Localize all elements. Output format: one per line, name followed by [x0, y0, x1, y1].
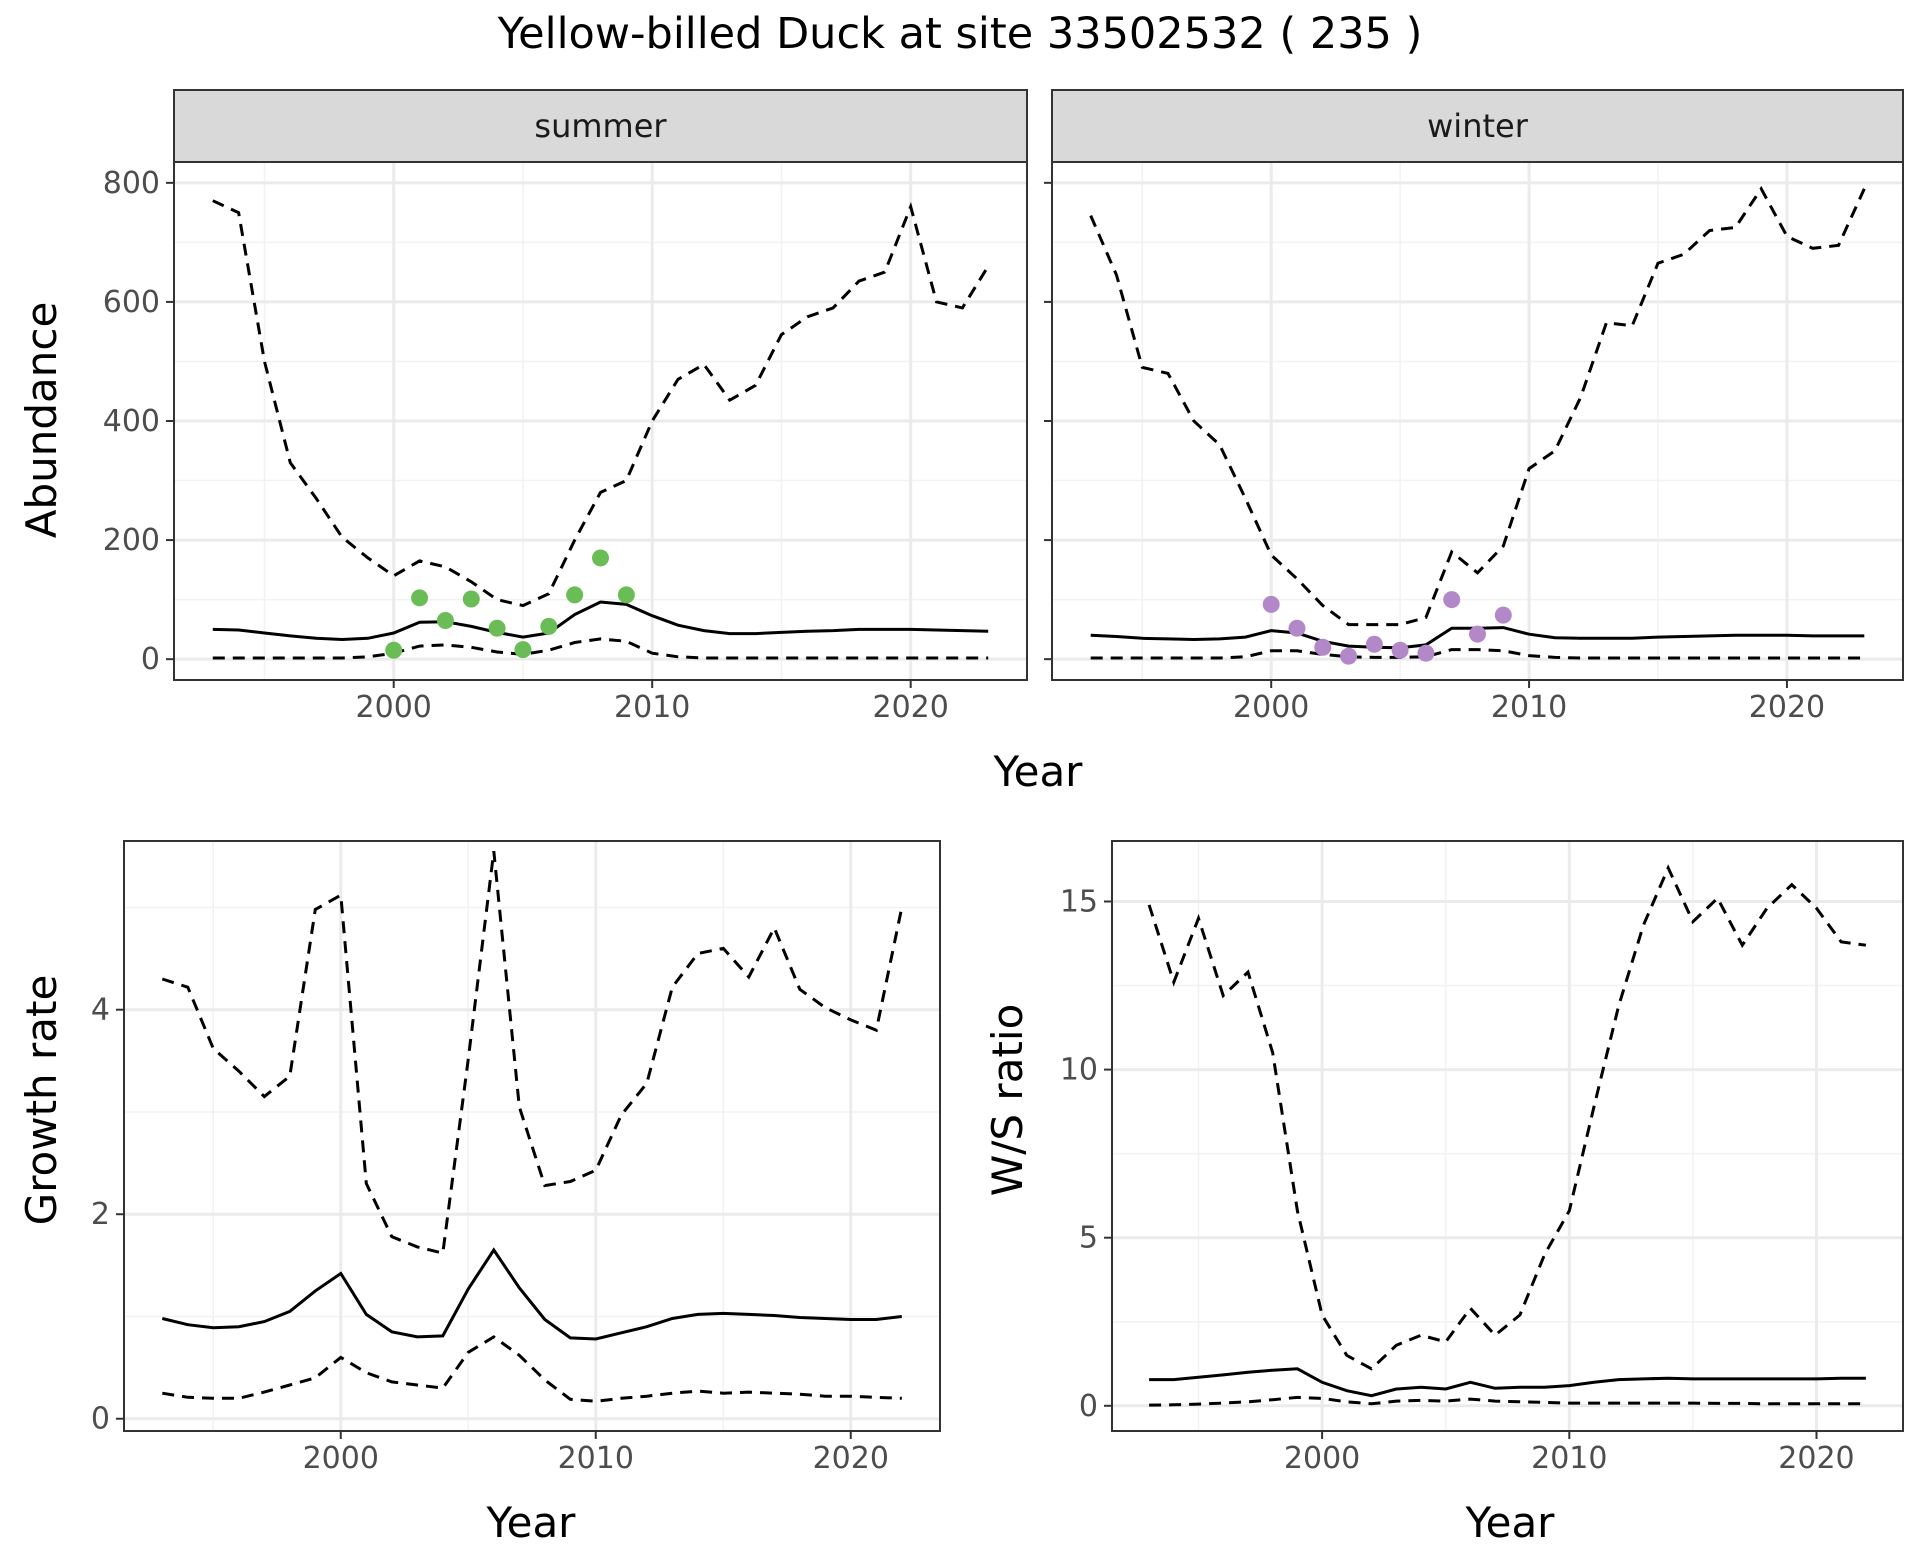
winter-data-point	[1469, 625, 1486, 643]
abundance-y-axis-title: Abundance	[17, 302, 66, 539]
summer-data-point	[385, 641, 403, 659]
ws-ratio-upper-line	[1147, 864, 1867, 1371]
winter-data-point	[1262, 595, 1280, 613]
summer-lower-line	[212, 637, 989, 660]
growth-rate-x-tick-label: 2010	[558, 1441, 634, 1476]
summer-data-point	[411, 589, 429, 607]
summer-facet-label: summer	[534, 107, 667, 145]
growth-rate-x-tick-label: 2020	[813, 1441, 889, 1476]
winter-data-point	[1391, 641, 1409, 659]
summer-y-tick-label: 800	[103, 166, 160, 201]
growth-rate-upper-line	[161, 851, 904, 1255]
ws-ratio-x-axis-title: Year	[1465, 1498, 1556, 1547]
winter-data-point	[1288, 619, 1306, 637]
summer-x-tick-label: 2010	[614, 690, 690, 725]
growth-rate-panel-border	[123, 840, 941, 1432]
summer-facet-strip	[173, 89, 1028, 163]
summer-y-tick-label: 600	[103, 285, 160, 320]
growth-rate-y-tick-label: 4	[91, 993, 110, 1028]
abundance-x-axis-title: Year	[993, 747, 1084, 796]
growth-rate-panel: 2000 2010 2020 0 2 4	[91, 840, 941, 1476]
ws-ratio-y-tick-label: 10	[1060, 1053, 1098, 1088]
summer-y-tick-label: 400	[103, 404, 160, 439]
growth-rate-y-tick-label: 2	[91, 1197, 110, 1232]
winter-upper-line	[1089, 185, 1866, 627]
summer-x-tick-label: 2020	[873, 690, 949, 725]
winter-facet-label: winter	[1427, 107, 1529, 145]
summer-median-line	[212, 600, 989, 642]
winter-data-point	[1314, 638, 1332, 656]
winter-data-point	[1443, 591, 1461, 609]
summer-data-point	[514, 641, 532, 659]
growth-rate-y-tick-label: 0	[91, 1402, 110, 1437]
ws-ratio-panel: 2000 2010 2020 0 5 10 15	[1060, 840, 1904, 1476]
ws-ratio-x-tick-label: 2000	[1284, 1441, 1360, 1476]
summer-y-tick-label: 200	[103, 523, 160, 558]
winter-x-tick-label: 2010	[1491, 690, 1567, 725]
ws-ratio-y-tick-label: 0	[1079, 1389, 1098, 1424]
winter-x-tick-label: 2000	[1233, 690, 1309, 725]
summer-data-point	[566, 586, 584, 604]
growth-rate-lower-line	[162, 1335, 902, 1403]
ws-ratio-y-axis-title: W/S ratio	[983, 1004, 1032, 1197]
growth-rate-y-axis-title: Growth rate	[17, 975, 66, 1226]
winter-x-tick-label: 2020	[1749, 690, 1825, 725]
summer-y-tick-label: 0	[141, 642, 160, 677]
growth-rate-x-tick-label: 2000	[303, 1441, 379, 1476]
summer-data-point	[592, 549, 609, 567]
figure-title: Yellow-billed Duck at site 33502532 ( 23…	[497, 9, 1423, 59]
growth-rate-x-axis-title: Year	[486, 1498, 577, 1547]
winter-data-point	[1340, 647, 1358, 665]
ws-ratio-y-tick-label: 5	[1079, 1221, 1098, 1256]
summer-x-tick-label: 2000	[356, 690, 432, 725]
growth-rate-median-line	[161, 1247, 902, 1341]
ws-ratio-x-tick-label: 2010	[1531, 1441, 1607, 1476]
ws-ratio-y-tick-label: 15	[1060, 885, 1098, 920]
summer-data-point	[540, 617, 558, 635]
summer-upper-line	[212, 199, 990, 608]
winter-data-point	[1494, 606, 1512, 624]
summer-data-point	[436, 611, 454, 629]
summer-data-point	[617, 586, 635, 604]
ws-ratio-lower-line	[1149, 1395, 1866, 1407]
summer-facet-panel: 2000 2010 2020 0 200 400 600 800	[103, 161, 1028, 725]
summer-data-point	[462, 590, 480, 608]
ws-ratio-x-tick-label: 2020	[1778, 1441, 1854, 1476]
winter-data-point	[1417, 644, 1435, 662]
winter-data-point	[1365, 635, 1383, 653]
winter-facet-strip	[1051, 89, 1904, 163]
winter-facet-panel: 2000 2010 2020	[1044, 161, 1904, 725]
summer-data-point	[488, 619, 506, 637]
winter-lower-line	[1090, 648, 1865, 660]
ws-ratio-panel-border	[1111, 840, 1904, 1432]
ws-ratio-median-line	[1149, 1367, 1866, 1398]
